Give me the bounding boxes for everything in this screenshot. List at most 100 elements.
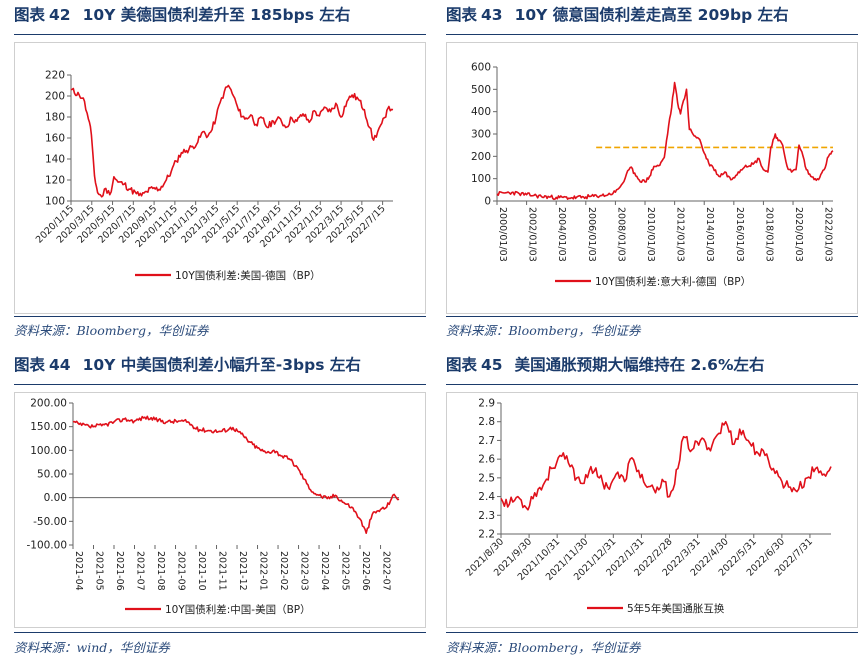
title-rule	[14, 384, 426, 385]
panel-title: 图表 42 10Y 美德国债利差升至 185bps 左右	[14, 0, 350, 30]
x-tick-label: 2021-08	[155, 551, 166, 591]
y-tick-label: 600	[471, 62, 491, 74]
x-tick-label: 2022-07	[381, 551, 392, 591]
y-tick-label: 150.00	[30, 421, 67, 433]
figure-number: 44	[49, 356, 71, 374]
figure-title: 10Y 中美国债利差小幅升至-3bps 左右	[82, 356, 361, 374]
panel-43: 图表 43 10Y 德意国债利差走高至 209bp 左右 0 100 200 300 400…	[446, 0, 858, 340]
x-tick-label: 2012/01/03	[675, 207, 686, 262]
y-tick-label: 200	[45, 91, 65, 103]
x-tick-label: 2022-04	[319, 551, 330, 591]
y-tick-label: 2.7	[478, 435, 495, 447]
x-tick-label: 2010/01/03	[645, 207, 656, 262]
y-tick-label: 0.00	[44, 492, 67, 504]
y-tick-label: 400	[471, 106, 491, 118]
chart-cn-us-spread: -100.00 -50.00 0.00 50.00 100.00 150.00 200.00…	[26, 398, 400, 616]
x-tick-label: 2016/01/03	[734, 207, 745, 262]
title-rule	[446, 384, 858, 385]
x-tick-label: 2021-11	[217, 551, 228, 591]
figure-title: 10Y 德意国债利差走高至 209bp 左右	[514, 6, 789, 24]
y-tick-label: 2.8	[478, 416, 495, 428]
figure-title: 10Y 美德国债利差升至 185bps 左右	[82, 6, 351, 24]
y-tick-label: 300	[471, 129, 491, 141]
x-tick-label: 2021-04	[73, 551, 84, 591]
x-tick-label: 2021-05	[94, 551, 105, 591]
source-note: 资料来源：wind，华创证券	[14, 640, 170, 655]
title-rule	[446, 34, 858, 35]
x-tick-label: 2022-03	[299, 551, 310, 591]
legend-label: 5年5年美国通胀互换	[627, 602, 725, 615]
panel-44: 图表 44 10Y 中美国债利差小幅升至-3bps 左右 -100.00 -50.00…	[14, 350, 426, 668]
y-tick-label: 100	[471, 173, 491, 185]
x-tick-label: 2000/01/03	[497, 207, 508, 262]
x-tick-label: 2020/01/03	[793, 207, 804, 262]
y-tick-label: 2.3	[478, 510, 495, 522]
y-tick-label: -50.00	[33, 516, 67, 528]
figure-number: 45	[481, 356, 503, 374]
series-line	[496, 81, 834, 201]
chart-frame: -100.00 -50.00 0.00 50.00 100.00 150.00 200.00…	[14, 392, 426, 628]
y-tick-label: 500	[471, 84, 491, 96]
x-tick-label: 2022-02	[278, 551, 289, 591]
y-tick-label: 2.4	[478, 491, 495, 503]
figure-number: 42	[49, 6, 71, 24]
figure-number: 43	[481, 6, 503, 24]
panel-45: 图表 45 美国通胀预期大幅维持在 2.6%左右 2.2 2.3 2.4 2.5 2.6 2.…	[446, 350, 858, 668]
y-tick-label: 100	[45, 196, 65, 208]
source-note: 资料来源：Bloomberg，华创证券	[446, 323, 641, 338]
x-tick-label: 2021-06	[114, 551, 125, 591]
x-tick-label: 2004/01/03	[556, 207, 567, 262]
y-tick-label: 50.00	[37, 469, 67, 481]
x-tick-label: 2022-01	[258, 551, 269, 591]
series-line	[72, 415, 400, 534]
chart-frame: 0 100 200 300 400 500 600 2000/01/03 2002/01/03 2…	[446, 42, 858, 314]
legend-label: 10Y国债利差:意大利-德国（BP）	[595, 275, 751, 288]
x-tick-label: 2021-10	[196, 551, 207, 591]
source-note: 资料来源：Bloomberg，华创证券	[14, 323, 209, 338]
y-tick-label: 180	[45, 112, 65, 124]
chart-it-de-spread: 0 100 200 300 400 500 600 2000/01/03 2002/01/03 2…	[471, 62, 834, 289]
panel-title: 图表 45 美国通胀预期大幅维持在 2.6%左右	[446, 350, 764, 380]
series-line	[70, 84, 394, 198]
chart-us-de-spread: 1001201401601802002202020/1/152020/3/152…	[34, 70, 394, 282]
y-tick-label: 160	[45, 133, 65, 145]
y-tick-label: 2.6	[478, 454, 495, 466]
x-tick-label: 2008/01/03	[615, 207, 626, 262]
x-tick-label: 2021-12	[237, 551, 248, 591]
chart-us-inflation-swap: 2.22.32.42.52.62.72.82.92021/8/302021/9/…	[464, 398, 832, 615]
y-tick-label: 220	[45, 70, 65, 82]
series-line	[500, 420, 832, 511]
panel-title: 图表 44 10Y 中美国债利差小幅升至-3bps 左右	[14, 350, 361, 380]
y-tick-label: 140	[45, 154, 65, 166]
y-tick-label: -100.00	[26, 540, 67, 552]
panel-title: 图表 43 10Y 德意国债利差走高至 209bp 左右	[446, 0, 789, 30]
x-tick-label: 2021-09	[176, 551, 187, 591]
title-prefix: 图表	[446, 6, 478, 24]
title-rule	[14, 34, 426, 35]
y-tick-label: 200.00	[30, 398, 67, 410]
x-tick-label: 2022/01/03	[823, 207, 834, 262]
y-tick-label: 200	[471, 151, 491, 163]
source-rule	[446, 316, 858, 317]
x-tick-label: 2014/01/03	[704, 207, 715, 262]
title-prefix: 图表	[14, 6, 46, 24]
x-tick-label: 2002/01/03	[527, 207, 538, 262]
x-tick-label: 2018/01/03	[763, 207, 774, 262]
y-tick-label: 0	[484, 196, 491, 208]
source-rule	[14, 632, 426, 633]
source-rule	[446, 632, 858, 633]
panel-42: 图表 42 10Y 美德国债利差升至 185bps 左右 100 120 140 160 1…	[14, 0, 426, 340]
chart-frame: 2.2 2.3 2.4 2.5 2.6 2.7 2.8 2.9 2021/8/30 2021/9/…	[446, 392, 858, 628]
y-tick-label: 100.00	[30, 445, 67, 457]
y-tick-label: 120	[45, 175, 65, 187]
x-tick-label: 2022-05	[340, 551, 351, 591]
source-rule	[14, 316, 426, 317]
legend-label: 10Y国债利差:美国-德国（BP）	[175, 269, 321, 282]
chart-frame: 100 120 140 160 180 200 220 2020/1/15 2020/3/15 2…	[14, 42, 426, 314]
title-prefix: 图表	[14, 356, 46, 374]
title-prefix: 图表	[446, 356, 478, 374]
source-note: 资料来源：Bloomberg，华创证券	[446, 640, 641, 655]
y-tick-label: 2.9	[478, 398, 495, 410]
x-tick-label: 2006/01/03	[586, 207, 597, 262]
y-tick-label: 2.2	[478, 529, 495, 541]
